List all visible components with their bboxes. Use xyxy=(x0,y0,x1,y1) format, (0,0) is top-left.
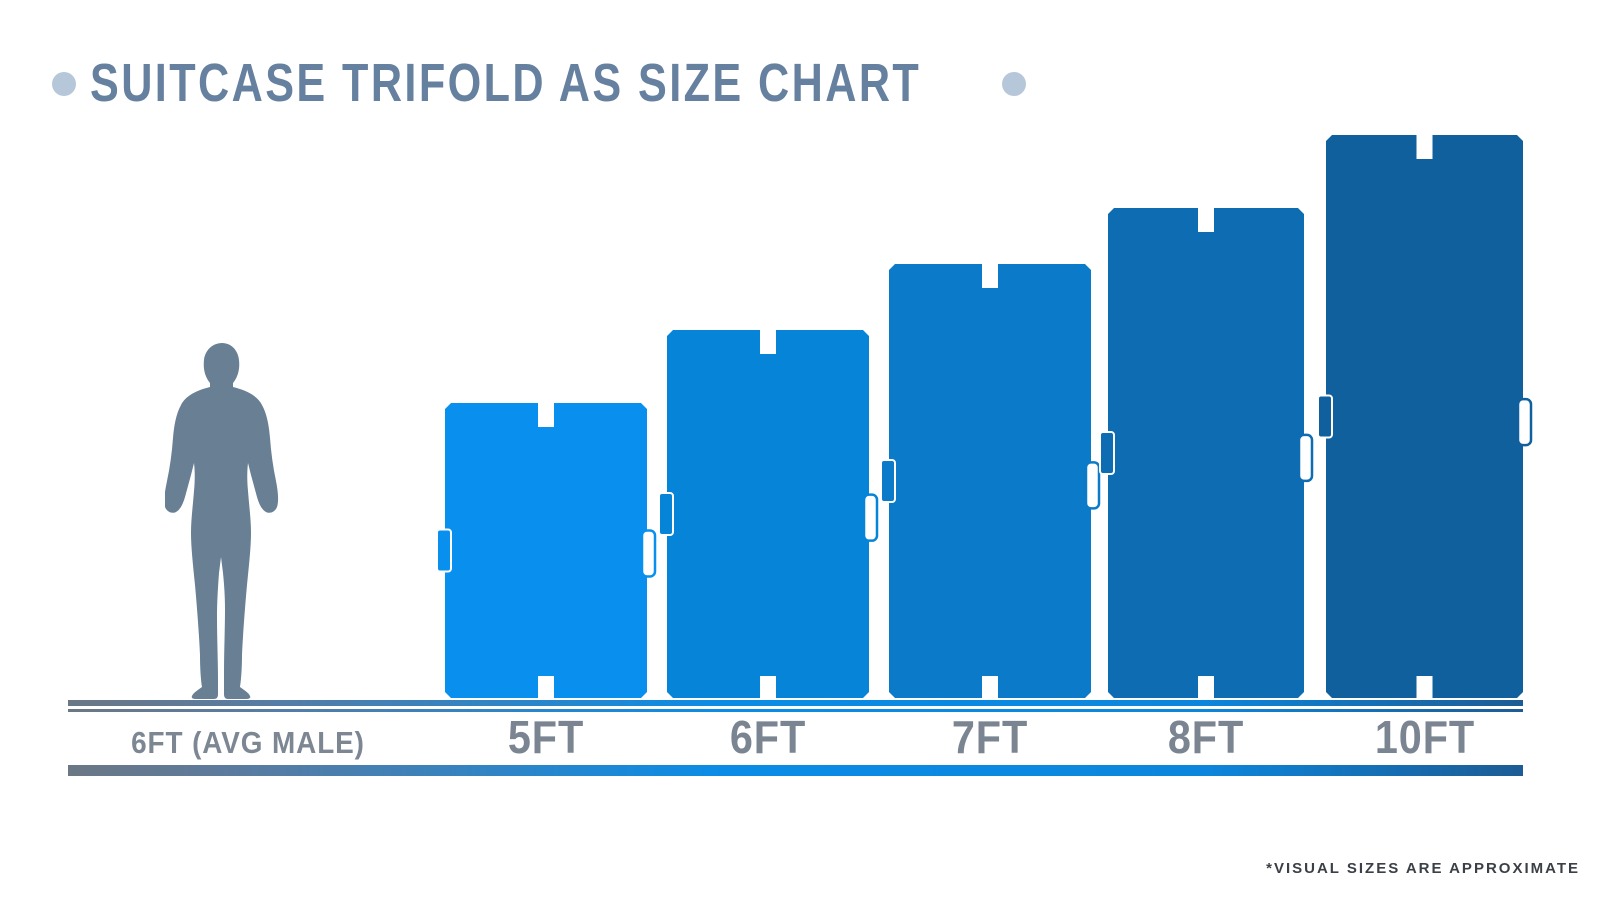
ground-line-thin xyxy=(68,709,1523,712)
ground-line-thick xyxy=(68,700,1523,706)
suitcase-body xyxy=(889,264,1091,698)
left-tab-icon xyxy=(880,459,896,503)
left-tab-icon xyxy=(436,528,452,573)
suitcase-10ft xyxy=(1317,135,1533,698)
bottom-rule xyxy=(68,765,1523,776)
right-handle-icon xyxy=(1516,397,1533,447)
right-handle-icon xyxy=(862,493,879,542)
size-label-10ft: 10FT xyxy=(1374,711,1475,763)
page-title: SUITCASE TRIFOLD AS SIZE CHART xyxy=(90,53,922,113)
suitcase-6ft xyxy=(658,330,879,698)
right-handle-icon xyxy=(1084,461,1101,510)
suitcase-body xyxy=(1108,208,1304,698)
right-handle-icon xyxy=(1297,433,1314,483)
person-silhouette xyxy=(165,343,279,699)
suitcase-body xyxy=(1326,135,1523,698)
size-label-6ft: 6FT xyxy=(729,711,807,763)
left-tab-icon xyxy=(1099,431,1115,475)
reference-label: 6FT (AVG MALE) xyxy=(131,725,365,760)
suitcase-5ft xyxy=(436,403,657,698)
suitcase-body xyxy=(667,330,869,698)
left-tab-icon xyxy=(1317,394,1333,439)
suitcase-body xyxy=(445,403,647,698)
right-handle-icon xyxy=(640,529,657,578)
footnote: *VISUAL SIZES ARE APPROXIMATE xyxy=(1266,860,1580,877)
suitcase-8ft xyxy=(1099,208,1314,698)
size-label-5ft: 5FT xyxy=(507,711,585,763)
title-right-dot-icon xyxy=(1002,72,1026,96)
size-label-7ft: 7FT xyxy=(951,711,1029,763)
suitcase-7ft xyxy=(880,264,1101,698)
left-tab-icon xyxy=(658,492,674,536)
title-left-dot-icon xyxy=(52,72,76,96)
size-label-8ft: 8FT xyxy=(1167,711,1245,763)
